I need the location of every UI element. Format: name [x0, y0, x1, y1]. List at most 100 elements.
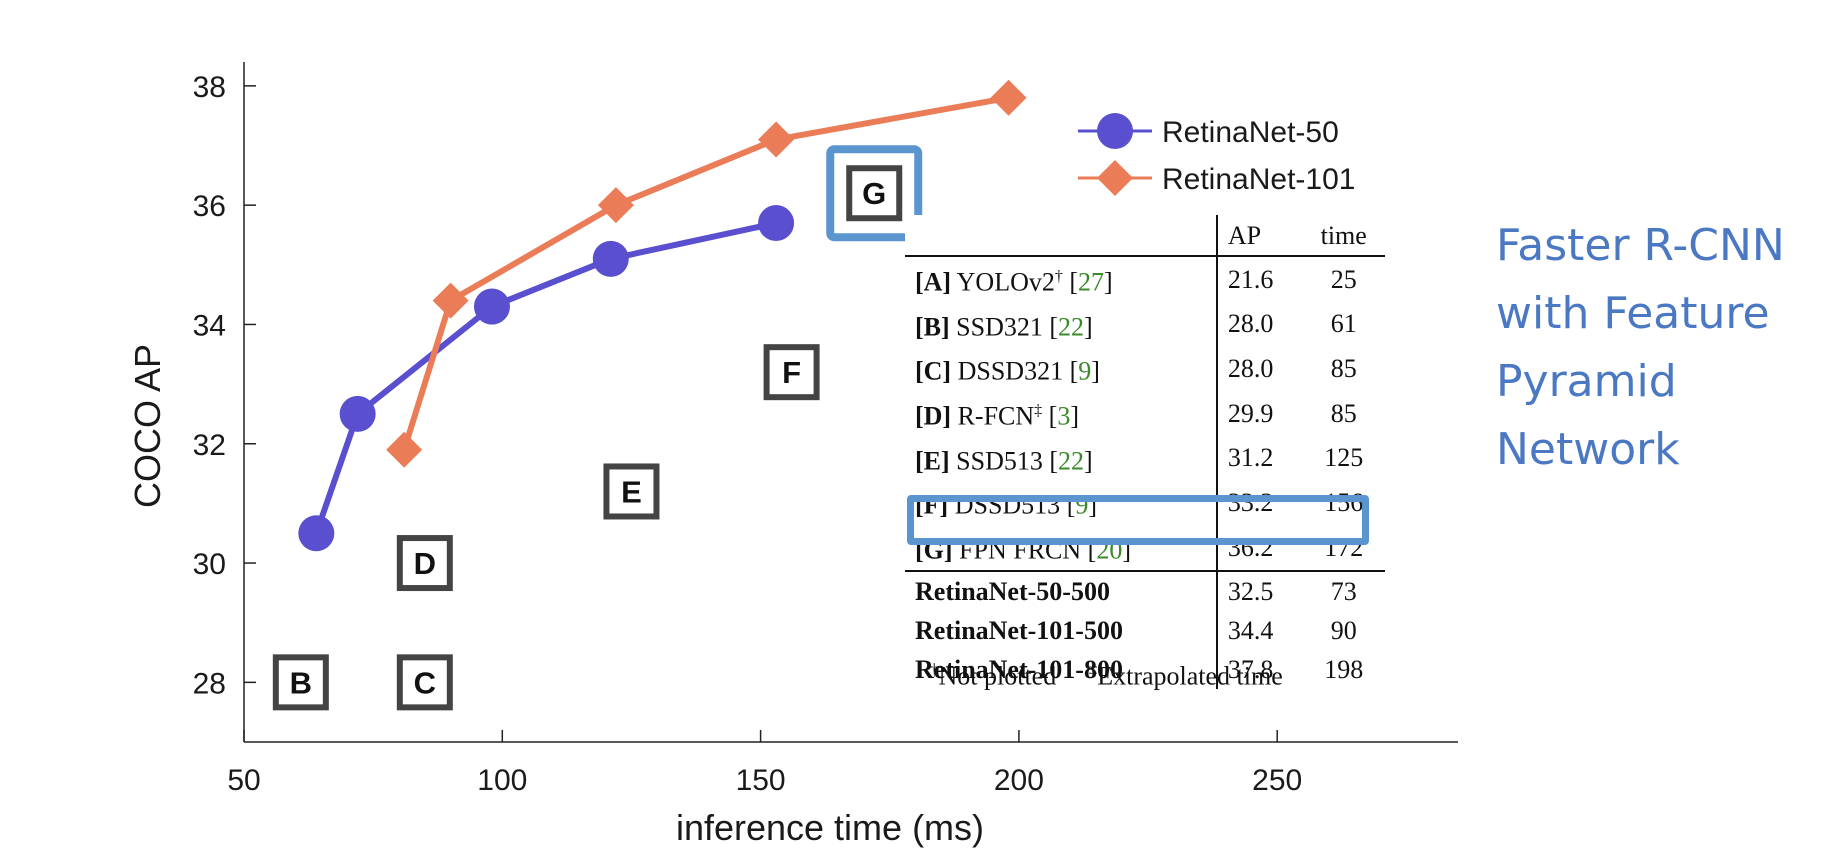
- label-box: [396, 535, 453, 592]
- method-name: SSD513: [956, 446, 1043, 476]
- results-table: AP time [A] YOLOv2† [27] 21.6 25 [B] SSD321…: [905, 215, 1385, 689]
- data-point: [432, 282, 469, 319]
- method-mark: †: [1054, 268, 1063, 285]
- annotation-layer: B C D E F G: [272, 145, 923, 711]
- y-tick-label: 32: [193, 429, 226, 462]
- detector-label-e: E: [603, 463, 660, 520]
- method-tag: [E]: [915, 446, 950, 476]
- legend-label: RetinaNet-50: [1162, 116, 1339, 149]
- data-point: [758, 205, 795, 242]
- method-cell: [B] SSD321 [22]: [915, 312, 1093, 342]
- method-cell: [A] YOLOv2† [27]: [915, 267, 1113, 297]
- time-cell: 85: [1330, 354, 1357, 384]
- label-box: [603, 463, 660, 520]
- header-method: [905, 215, 1217, 257]
- data-point: [386, 431, 423, 468]
- label-box: [763, 344, 820, 401]
- method-tag: [B]: [915, 312, 950, 342]
- label-letter: B: [290, 665, 312, 700]
- citation-link[interactable]: 22: [1058, 446, 1085, 476]
- highlight-frame: [826, 145, 923, 242]
- table-row: [C] DSSD321 [9] 28.0 85: [905, 346, 1385, 391]
- x-tick-label: 200: [994, 764, 1044, 797]
- table-row: [B] SSD321 [22] 28.0 61: [905, 301, 1385, 347]
- label-box: [272, 654, 329, 711]
- table-row: [E] SSD513 [22] 31.2 125: [905, 435, 1385, 481]
- data-point: [339, 395, 376, 432]
- ap-cell: 36.2: [1215, 524, 1303, 572]
- method-cell: RetinaNet-101-800: [915, 654, 1123, 684]
- label-box: [396, 654, 453, 711]
- legend: RetinaNet-50 RetinaNet-101: [1078, 113, 1355, 196]
- time-cell: 156: [1324, 488, 1364, 518]
- table-row: RetinaNet-101-800 37.8 198: [905, 649, 1385, 689]
- detector-label-f: F: [763, 344, 820, 401]
- axes: [243, 62, 1458, 743]
- x-axis-title: inference time (ms): [676, 807, 984, 848]
- dagger-mark: †: [930, 660, 939, 679]
- fpn-frcn-highlight: [907, 495, 1369, 545]
- time-cell: 90: [1330, 615, 1357, 645]
- label-letter: E: [621, 474, 642, 509]
- caption-line: with Feature: [1496, 288, 1770, 339]
- y-tick-label: 30: [193, 548, 226, 581]
- ap-cell: 29.9: [1215, 390, 1303, 436]
- table-row: RetinaNet-101-500 34.4 90: [905, 610, 1385, 650]
- header-time: time: [1302, 215, 1385, 257]
- method-tag: [C]: [915, 356, 952, 386]
- ap-cell: 37.8: [1215, 649, 1303, 689]
- x-tick-label: 50: [227, 764, 260, 797]
- label-letter: F: [782, 355, 801, 390]
- method-mark: ‡: [1034, 401, 1043, 419]
- caption-line: Faster R-CNN: [1496, 220, 1785, 271]
- y-tick-label: 34: [193, 309, 226, 342]
- detector-label-d: D: [396, 535, 453, 592]
- table-header-row: AP time: [905, 215, 1385, 257]
- time-cell: 172: [1302, 524, 1385, 572]
- ap-cell: 28.0: [1215, 346, 1303, 391]
- method-name: YOLOv2: [956, 267, 1055, 297]
- citation-link[interactable]: 9: [1078, 356, 1092, 386]
- legend-item: RetinaNet-50: [1078, 113, 1339, 149]
- method-name: R-FCN: [957, 401, 1035, 431]
- method-cell: RetinaNet-50-500: [915, 576, 1110, 606]
- data-point: [597, 187, 634, 224]
- table-body: [A] YOLOv2† [27] 21.6 25 [B] SSD321 [22] 28.…: [905, 256, 1385, 689]
- time-cell: 85: [1330, 398, 1357, 428]
- ap-cell: 21.6: [1215, 256, 1303, 302]
- citation-link[interactable]: 3: [1057, 401, 1071, 431]
- method-cell: RetinaNet-101-500: [915, 615, 1123, 645]
- ap-cell: 28.0: [1215, 301, 1303, 347]
- series-retinanet-101: [386, 79, 1027, 468]
- method-name: SSD321: [956, 312, 1043, 342]
- x-tick-label: 250: [1252, 764, 1302, 797]
- legend-marker: [1097, 160, 1133, 196]
- caption-line: Pyramid: [1496, 356, 1677, 407]
- detector-label-g: G: [826, 145, 923, 242]
- data-point: [298, 515, 335, 552]
- method-name: DSSD321: [957, 356, 1064, 386]
- table-footnote: †Not plotted ‡Extrapolated time: [930, 660, 1283, 692]
- side-caption: Faster R-CNN with Feature Pyramid Networ…: [1496, 212, 1826, 484]
- ddagger-note: Extrapolated time: [1097, 661, 1283, 691]
- table-row: RetinaNet-50-500 32.5 73: [905, 570, 1385, 611]
- method-cell: [C] DSSD321 [9]: [915, 356, 1100, 386]
- table-row: [D] R-FCN‡ [3] 29.9 85: [905, 390, 1385, 436]
- data-point: [758, 121, 795, 158]
- time-cell: 25: [1330, 264, 1357, 294]
- data-point: [592, 240, 629, 277]
- ap-cell: 34.4: [1215, 610, 1303, 650]
- dagger-note: Not plotted: [938, 661, 1057, 691]
- caption-line: Network: [1496, 424, 1680, 475]
- method-tag: [A]: [915, 267, 952, 297]
- y-tick-label: 36: [193, 190, 226, 223]
- citation-link[interactable]: 27: [1078, 267, 1105, 297]
- ap-cell: 32.5: [1215, 570, 1303, 611]
- time-cell: 61: [1330, 309, 1357, 339]
- citation-link[interactable]: 22: [1058, 312, 1085, 342]
- time-cell: 198: [1324, 654, 1364, 684]
- legend-label: RetinaNet-101: [1162, 163, 1355, 196]
- legend-item: RetinaNet-101: [1078, 160, 1355, 196]
- series-retinanet-50: [298, 205, 795, 552]
